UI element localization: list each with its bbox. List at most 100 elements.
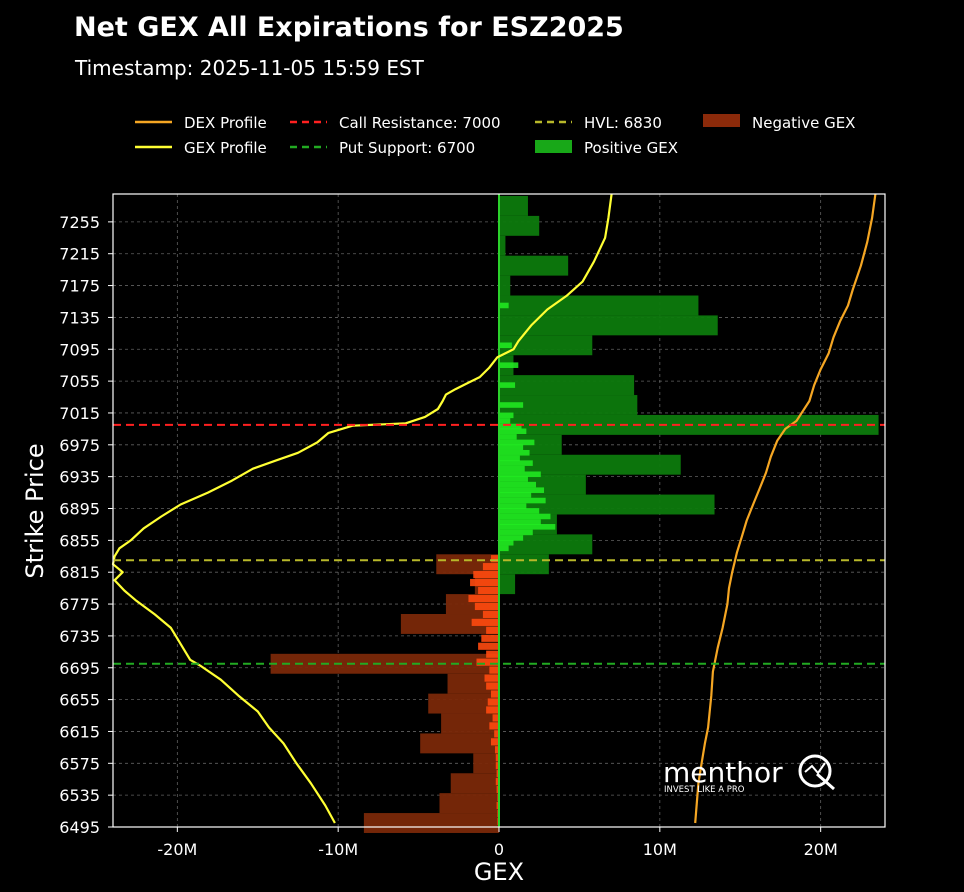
dex-profile-line — [694, 193, 877, 824]
negative-gex-bar-29 — [473, 753, 499, 774]
fine-positive-bar-12 — [499, 449, 530, 456]
positive-gex-bar-9 — [499, 375, 635, 396]
fine-positive-bar-11 — [499, 444, 524, 450]
legend-item-dex-profile: DEX Profile — [135, 114, 267, 132]
x-tick-label-1: -10M — [318, 840, 358, 859]
fine-negative-bar-10 — [481, 634, 499, 642]
fine-positive-bar-17 — [499, 476, 528, 482]
fine-negative-bar-12 — [486, 650, 499, 658]
fine-negative-bar-31 — [496, 801, 499, 810]
fine-positive-bar-0 — [499, 302, 509, 309]
fine-negative-bar-20 — [492, 714, 499, 722]
y-tick-label-9: 6895 — [59, 500, 100, 519]
fine-positive-bar-22 — [499, 503, 527, 509]
fine-positive-bar-9 — [499, 434, 517, 440]
y-tick-label-3: 7135 — [59, 308, 100, 327]
y-axis: 7255 7215 7175 7135 7095 7055 7015 6975 6935 6895… — [59, 213, 113, 837]
watermark-tagline: INVEST LIKE A PRO — [664, 785, 745, 795]
fine-negative-bar-1 — [482, 563, 499, 571]
negative-gex-bar-27 — [441, 713, 499, 734]
plot-area — [111, 193, 886, 833]
legend-label-call-resistance: Call Resistance: 7000 — [339, 114, 501, 132]
positive-gex-bar-1 — [499, 215, 540, 236]
fine-negative-bar-27 — [496, 770, 499, 778]
x-tick-label-4: 20M — [804, 840, 838, 859]
fine-negative-bar-17 — [490, 690, 499, 698]
negative-gex-bar-30 — [450, 773, 499, 794]
fine-positive-bar-5 — [499, 412, 514, 419]
positive-gex-bar-0 — [499, 195, 528, 216]
fine-negative-bar-6 — [474, 602, 499, 611]
fine-positive-bar-8 — [499, 428, 527, 435]
fine-negative-bar-28 — [495, 778, 499, 786]
fine-positive-bar-14 — [499, 460, 533, 466]
y-tick-label-0: 7255 — [59, 213, 100, 232]
watermark-brand: menthor — [663, 756, 783, 789]
y-tick-label-14: 6695 — [59, 659, 100, 678]
fine-negative-bar-13 — [476, 658, 499, 666]
y-tick-label-12: 6775 — [59, 595, 100, 614]
fine-positive-bar-3 — [499, 382, 516, 388]
legend-item-positive-gex: Positive GEX — [535, 139, 678, 157]
x-axis: -20M -10M 0 10M 20M — [157, 827, 838, 859]
fine-negative-bar-15 — [484, 674, 499, 682]
fine-positive-bar-25 — [499, 519, 541, 525]
positive-gex-bar-5 — [499, 295, 699, 316]
fine-negative-bar-24 — [494, 746, 499, 754]
fine-positive-bar-15 — [499, 465, 525, 472]
legend-item-negative-gex: Negative GEX — [703, 114, 855, 132]
chart-title: Net GEX All Expirations for ESZ2025 — [74, 12, 624, 43]
watermark: menthor INVEST LIKE A PRO — [663, 754, 835, 795]
fine-positive-bar-13 — [499, 455, 520, 462]
fine-positive-bar-29 — [499, 539, 514, 546]
y-tick-label-2: 7175 — [59, 277, 100, 296]
level-lines — [113, 423, 885, 665]
legend-label-negative: Negative GEX — [752, 114, 855, 132]
legend-label-dex: DEX Profile — [184, 114, 267, 132]
fine-negative-bar-18 — [487, 698, 499, 706]
legend-label-hvl: HVL: 6830 — [584, 114, 662, 132]
fine-negative-bar-2 — [473, 571, 499, 579]
fine-positive-bar-6 — [499, 418, 511, 424]
legend-label-put-support: Put Support: 6700 — [339, 139, 475, 157]
y-tick-label-18: 6535 — [59, 786, 100, 805]
fine-negative-bar-21 — [489, 722, 499, 730]
watermark-q-logo-icon — [798, 754, 835, 791]
negative-gex-bar-24 — [270, 653, 499, 674]
legend-item-hvl: HVL: 6830 — [535, 114, 662, 132]
y-tick-label-1: 7215 — [59, 245, 100, 264]
fine-negative-bar-22 — [494, 730, 499, 738]
legend-item-put-support: Put Support: 6700 — [290, 139, 475, 157]
fine-positive-bar-18 — [499, 481, 536, 488]
fine-negative-bar-25 — [495, 754, 499, 762]
fine-positive-bar-1 — [499, 342, 512, 349]
fine-negative-bar-5 — [468, 594, 499, 603]
fine-positive-bar-23 — [499, 508, 540, 514]
fine-negative-bar-9 — [486, 626, 499, 634]
fine-negative-bar-7 — [482, 610, 499, 618]
x-tick-label-2: 0 — [494, 840, 504, 859]
negative-gex-bar-31 — [439, 793, 499, 814]
fine-negative-bar-0 — [490, 555, 499, 563]
legend-item-call-resistance: Call Resistance: 7000 — [290, 114, 501, 132]
y-tick-label-5: 7055 — [59, 372, 100, 391]
fine-positive-bar-27 — [499, 529, 533, 536]
fine-positive-bar-19 — [499, 487, 545, 493]
fine-negative-bar-26 — [495, 762, 499, 770]
fine-negative-bar-8 — [471, 618, 499, 626]
y-tick-label-16: 6615 — [59, 722, 100, 741]
positive-gex-bar-18 — [499, 554, 549, 575]
fine-positive-bar-10 — [499, 439, 535, 446]
fine-negative-bar-16 — [486, 682, 499, 690]
fine-negative-bar-14 — [489, 666, 499, 674]
legend-swatch-negative — [703, 114, 740, 127]
legend-label-positive: Positive GEX — [584, 139, 678, 157]
y-tick-label-19: 6495 — [59, 818, 100, 837]
y-tick-label-13: 6735 — [59, 627, 100, 646]
fine-negative-bar-3 — [470, 578, 499, 587]
gex-profile-line — [111, 193, 613, 824]
fine-positive-bar-20 — [499, 492, 532, 498]
fine-negative-bar-11 — [478, 642, 499, 650]
fine-negative-bar-23 — [490, 738, 499, 746]
y-tick-label-4: 7095 — [59, 340, 100, 359]
